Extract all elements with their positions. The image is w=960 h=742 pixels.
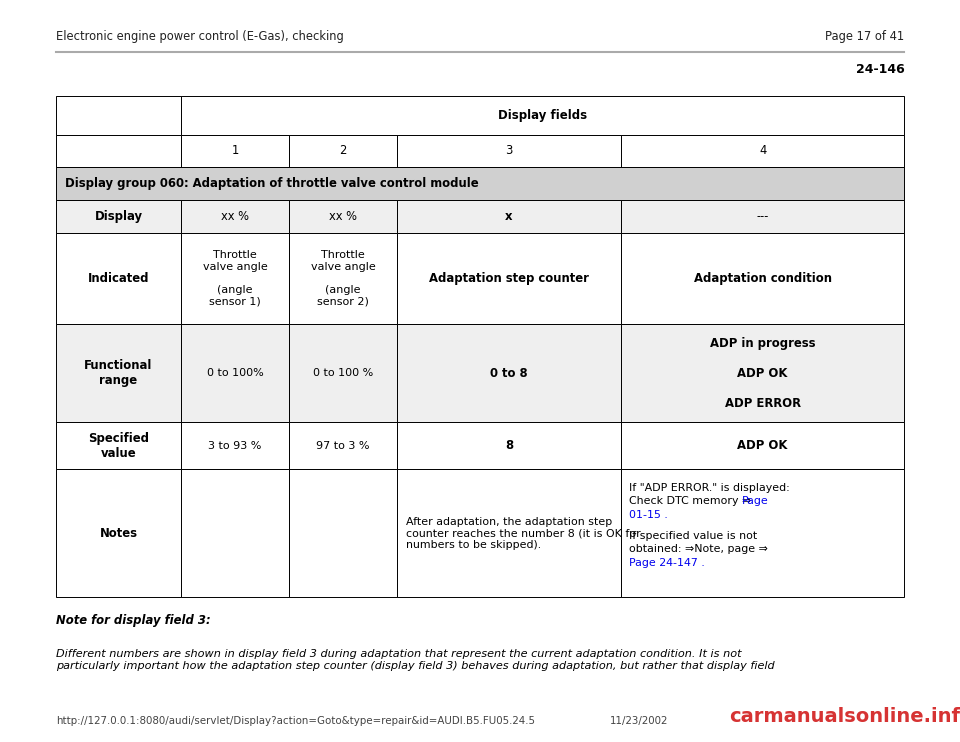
Text: 3: 3 [505,145,513,157]
Bar [621,135,904,167]
Bar [181,324,289,422]
Text: 0 to 100%: 0 to 100% [206,368,264,378]
Text: xx %: xx % [221,210,250,223]
Text: Page: Page [742,496,769,506]
Text: Adaptation condition: Adaptation condition [693,272,831,285]
Bar [56,469,181,597]
Text: Display group 060: Adaptation of throttle valve control module: Display group 060: Adaptation of throttl… [65,177,479,190]
Text: ADP in progress

ADP OK

ADP ERROR: ADP in progress ADP OK ADP ERROR [709,337,815,410]
Text: Throttle
valve angle

(angle
sensor 1): Throttle valve angle (angle sensor 1) [203,250,268,306]
Text: Display fields: Display fields [498,109,588,122]
Bar [396,422,621,469]
Text: Page 24-147 .: Page 24-147 . [629,558,705,568]
Text: 01-15 .: 01-15 . [629,510,667,520]
Bar [289,469,396,597]
Text: Different numbers are shown in display field 3 during adaptation that represent : Different numbers are shown in display f… [56,649,775,671]
Bar [56,167,904,200]
Bar [621,324,904,422]
Bar [396,469,621,597]
Bar [56,422,181,469]
Bar [289,233,396,324]
Text: Notes: Notes [100,527,137,539]
Bar [289,324,396,422]
Bar [56,96,181,135]
Bar [289,135,396,167]
Text: Page 17 of 41: Page 17 of 41 [826,30,904,43]
Bar [289,422,396,469]
Bar [396,233,621,324]
Text: Throttle
valve angle

(angle
sensor 2): Throttle valve angle (angle sensor 2) [311,250,375,306]
Text: Electronic engine power control (E-Gas), checking: Electronic engine power control (E-Gas),… [56,30,344,43]
Text: http://127.0.0.1:8080/audi/servlet/Display?action=Goto&type=repair&id=AUDI.B5.FU: http://127.0.0.1:8080/audi/servlet/Displ… [56,716,535,726]
Bar [56,135,181,167]
Text: After adaptation, the adaptation step
counter reaches the number 8 (it is OK for: After adaptation, the adaptation step co… [406,516,641,550]
Text: 0 to 100 %: 0 to 100 % [313,368,373,378]
Text: Note for display field 3:: Note for display field 3: [56,614,210,627]
Text: ADP OK: ADP OK [737,439,788,453]
Bar [181,233,289,324]
Bar [181,135,289,167]
Text: 8: 8 [505,439,513,453]
Text: Adaptation step counter: Adaptation step counter [429,272,588,285]
Text: carmanualsonline.info: carmanualsonline.info [730,706,960,726]
Bar [181,200,289,233]
Bar [181,96,904,135]
Bar [181,469,289,597]
Bar [621,200,904,233]
Bar [396,324,621,422]
Text: 97 to 3 %: 97 to 3 % [316,441,370,451]
Text: 3 to 93 %: 3 to 93 % [208,441,262,451]
Text: xx %: xx % [329,210,357,223]
Bar [621,233,904,324]
Bar [56,324,181,422]
Text: 2: 2 [339,145,347,157]
Bar [396,135,621,167]
Text: x: x [505,210,513,223]
Bar [181,422,289,469]
Text: 1: 1 [231,145,239,157]
Text: Check DTC memory ⇒: Check DTC memory ⇒ [629,496,755,506]
Text: Display: Display [94,210,142,223]
Bar [289,200,396,233]
Text: Indicated: Indicated [87,272,149,285]
Bar [621,422,904,469]
Text: 4: 4 [759,145,766,157]
Text: 11/23/2002: 11/23/2002 [610,716,668,726]
Bar [396,200,621,233]
Text: 0 to 8: 0 to 8 [490,367,528,379]
Bar [56,200,181,233]
Text: ---: --- [756,210,769,223]
Text: Specified
value: Specified value [88,432,149,460]
Text: Functional
range: Functional range [84,359,153,387]
Bar [621,469,904,597]
Text: If specified value is not: If specified value is not [629,531,756,541]
Text: obtained: ⇒Note, page ⇒: obtained: ⇒Note, page ⇒ [629,545,767,554]
Text: 24-146: 24-146 [855,63,904,76]
Text: If "ADP ERROR." is displayed:: If "ADP ERROR." is displayed: [629,482,789,493]
Bar [56,233,181,324]
